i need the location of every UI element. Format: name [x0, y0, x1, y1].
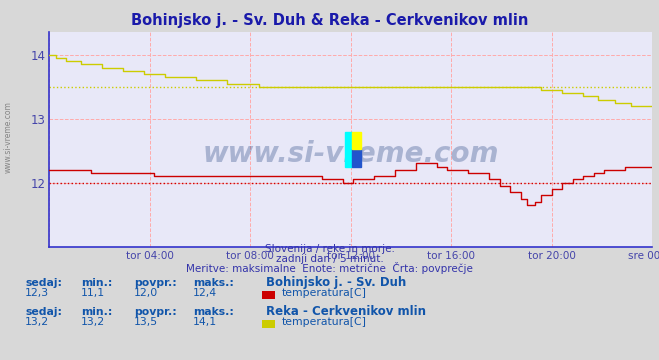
Text: temperatura[C]: temperatura[C] — [282, 288, 367, 298]
Text: 13,5: 13,5 — [134, 317, 158, 327]
Text: povpr.:: povpr.: — [134, 307, 177, 317]
Text: 14,1: 14,1 — [193, 317, 217, 327]
Text: Bohinjsko j. - Sv. Duh: Bohinjsko j. - Sv. Duh — [266, 276, 406, 289]
Text: maks.:: maks.: — [193, 307, 234, 317]
Text: 13,2: 13,2 — [81, 317, 105, 327]
Text: 12,3: 12,3 — [25, 288, 49, 298]
Text: min.:: min.: — [81, 278, 113, 288]
Text: povpr.:: povpr.: — [134, 278, 177, 288]
Text: min.:: min.: — [81, 307, 113, 317]
Text: temperatura[C]: temperatura[C] — [282, 317, 367, 327]
Text: 13,2: 13,2 — [25, 317, 49, 327]
Text: 11,1: 11,1 — [81, 288, 105, 298]
Bar — [345, 131, 352, 167]
Bar — [352, 131, 361, 149]
Text: 12,0: 12,0 — [134, 288, 158, 298]
Text: Bohinjsko j. - Sv. Duh & Reka - Cerkvenikov mlin: Bohinjsko j. - Sv. Duh & Reka - Cerkveni… — [131, 13, 528, 28]
Text: www.si-vreme.com: www.si-vreme.com — [203, 140, 499, 168]
Text: zadnji dan / 5 minut.: zadnji dan / 5 minut. — [275, 254, 384, 264]
Bar — [352, 149, 361, 167]
Text: Reka - Cerkvenikov mlin: Reka - Cerkvenikov mlin — [266, 305, 426, 318]
Text: Slovenija / reke in morje.: Slovenija / reke in morje. — [264, 244, 395, 254]
Text: www.si-vreme.com: www.si-vreme.com — [3, 101, 13, 173]
Text: sedaj:: sedaj: — [25, 307, 62, 317]
Text: Meritve: maksimalne  Enote: metrične  Črta: povprečje: Meritve: maksimalne Enote: metrične Črta… — [186, 262, 473, 274]
Text: 12,4: 12,4 — [193, 288, 217, 298]
Text: maks.:: maks.: — [193, 278, 234, 288]
Text: sedaj:: sedaj: — [25, 278, 62, 288]
